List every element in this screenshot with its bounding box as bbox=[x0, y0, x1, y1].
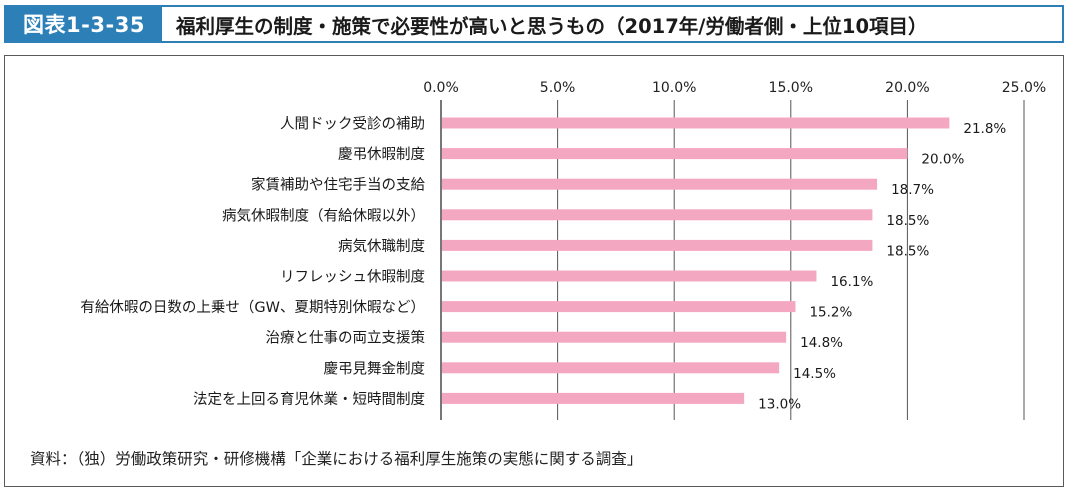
category-label: 治療と仕事の両立支援策 bbox=[266, 330, 426, 347]
figure-title: 福利厚生の制度・施策で必要性が高いと思うもの（2017年/労働者側・上位10項目… bbox=[176, 14, 928, 38]
x-tick-label: 15.0% bbox=[769, 80, 813, 96]
category-label: 病気休暇制度（有給休暇以外） bbox=[222, 207, 425, 224]
bar bbox=[442, 270, 817, 282]
value-label: 15.2% bbox=[809, 305, 852, 321]
bar bbox=[442, 239, 873, 251]
bar bbox=[442, 178, 878, 190]
bar bbox=[442, 392, 745, 404]
value-label: 16.1% bbox=[830, 274, 873, 290]
value-label: 20.0% bbox=[921, 152, 964, 168]
category-label: 慶弔見舞金制度 bbox=[324, 360, 426, 377]
category-label: 病気休職制度 bbox=[338, 238, 425, 255]
x-tick-label: 5.0% bbox=[540, 80, 576, 96]
bar bbox=[442, 148, 908, 160]
bar bbox=[442, 117, 950, 129]
x-tick-label: 0.0% bbox=[423, 80, 459, 96]
value-label: 21.8% bbox=[963, 121, 1006, 137]
x-tick-label: 25.0% bbox=[1002, 80, 1046, 96]
x-tick-label: 10.0% bbox=[652, 80, 696, 96]
category-label: 人間ドック受診の補助 bbox=[280, 116, 425, 133]
category-label: リフレッシュ休暇制度 bbox=[280, 269, 425, 286]
figure-header: 図表1-3-35 福利厚生の制度・施策で必要性が高いと思うもの（2017年/労働… bbox=[4, 5, 1064, 43]
value-label: 18.5% bbox=[886, 213, 929, 229]
x-tick-label: 20.0% bbox=[885, 80, 929, 96]
value-label: 14.5% bbox=[793, 366, 836, 382]
category-label: 有給休暇の日数の上乗せ（GW、夏期特別休暇など） bbox=[80, 299, 425, 316]
bar bbox=[442, 209, 873, 221]
category-label: 慶弔休暇制度 bbox=[338, 146, 425, 163]
bar bbox=[442, 362, 780, 374]
value-label: 18.7% bbox=[891, 182, 934, 198]
value-label: 14.8% bbox=[800, 335, 843, 351]
value-label: 13.0% bbox=[758, 396, 801, 412]
value-label: 18.5% bbox=[886, 243, 929, 259]
bar bbox=[442, 301, 796, 313]
category-label: 家賃補助や住宅手当の支給 bbox=[251, 177, 425, 194]
figure-number: 図表1-3-35 bbox=[6, 7, 162, 41]
bar bbox=[442, 331, 787, 343]
source-note: 資料：（独）労働政策研究・研修機構「企業における福利厚生施策の実態に関する調査」 bbox=[30, 450, 643, 468]
category-label: 法定を上回る育児休業・短時間制度 bbox=[193, 391, 425, 408]
